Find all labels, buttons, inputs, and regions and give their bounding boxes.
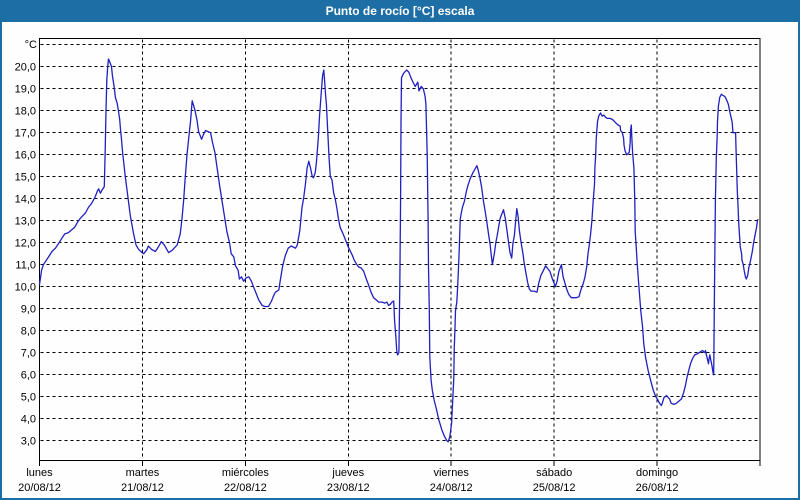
y-tick-label: 20,0 <box>15 62 36 74</box>
y-tick-label: 7,0 <box>21 348 36 360</box>
x-day-date-label: 23/08/12 <box>327 482 370 494</box>
dewpoint-line <box>38 58 759 443</box>
x-day-name-label: sábado <box>536 467 572 479</box>
x-day-date-label: 26/08/12 <box>636 482 679 494</box>
y-tick-label: 8,0 <box>21 326 36 338</box>
y-tick-label: 11,0 <box>15 260 36 272</box>
y-tick-label: 3,0 <box>21 436 36 448</box>
x-day-name-label: viernes <box>433 467 469 479</box>
y-tick-label: 10,0 <box>15 282 36 294</box>
chart-title: Punto de rocío [°C] escala <box>325 4 475 18</box>
y-tick-label: 6,0 <box>21 370 36 382</box>
x-day-date-label: 22/08/12 <box>224 482 267 494</box>
x-day-name-label: miércoles <box>222 467 270 479</box>
y-tick-label: 13,0 <box>15 216 36 228</box>
y-tick-label: 12,0 <box>15 238 36 250</box>
x-day-date-label: 21/08/12 <box>121 482 164 494</box>
y-tick-label: 9,0 <box>21 304 36 316</box>
plot-border <box>39 38 761 461</box>
x-day-name-label: martes <box>126 467 160 479</box>
y-tick-label: 19,0 <box>15 84 36 96</box>
y-tick-label: 4,0 <box>21 414 36 426</box>
x-day-date-label: 20/08/12 <box>18 482 61 494</box>
x-day-date-label: 24/08/12 <box>430 482 473 494</box>
title-bar: Punto de rocío [°C] escala <box>0 0 800 22</box>
x-day-name-label: domingo <box>636 467 678 479</box>
x-day-date-label: 25/08/12 <box>533 482 576 494</box>
y-tick-label: 16,0 <box>15 150 36 162</box>
y-axis-unit-label: °C <box>25 39 37 51</box>
y-tick-label: 15,0 <box>15 172 36 184</box>
y-tick-label: 5,0 <box>21 392 36 404</box>
x-day-name-label: lunes <box>26 467 53 479</box>
y-tick-label: 17,0 <box>15 128 36 140</box>
x-day-name-label: jueves <box>331 467 364 479</box>
y-tick-label: 14,0 <box>15 194 36 206</box>
y-tick-label: 18,0 <box>15 106 36 118</box>
